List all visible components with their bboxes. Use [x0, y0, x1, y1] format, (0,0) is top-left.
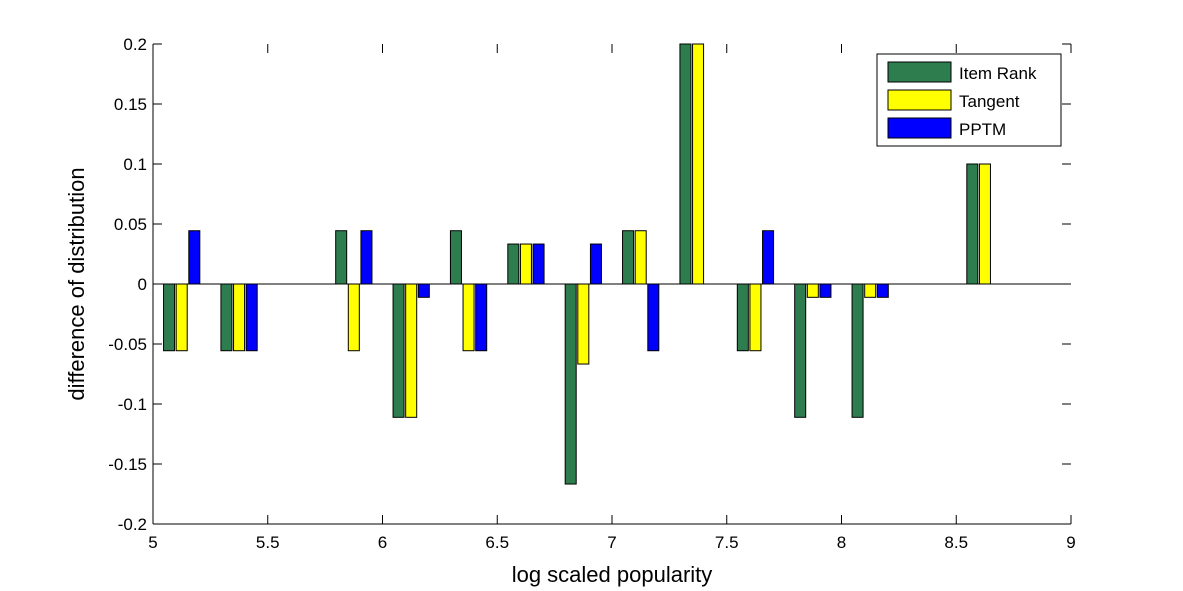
x-axis-title: log scaled popularity [512, 562, 713, 587]
legend-label: PPTM [959, 120, 1006, 139]
y-tick-label: 0 [138, 275, 147, 294]
bar-tangent [978, 163, 991, 285]
bar-item-rank [335, 230, 348, 285]
y-tick-label: -0.15 [108, 455, 147, 474]
bar-tangent [577, 283, 590, 365]
legend-label: Tangent [959, 92, 1020, 111]
bar-item-rank [392, 283, 405, 418]
y-tick-label: 0.2 [123, 35, 147, 54]
bar-pptm [245, 283, 258, 352]
x-tick-label: 7.5 [715, 533, 739, 552]
bar-pptm [417, 283, 430, 298]
y-tick-label: 0.15 [114, 95, 147, 114]
x-tick-label: 6 [378, 533, 387, 552]
bar-tangent [405, 283, 418, 418]
bar-item-rank [449, 230, 462, 285]
bar-item-rank [163, 283, 176, 352]
bar-item-rank [966, 163, 979, 285]
bar-item-rank [794, 283, 807, 418]
bar-tangent [462, 283, 475, 352]
bar-tangent [233, 283, 246, 352]
x-ticks-group: 5 5.5 6 6.5 7 7.5 8 8.5 9 [148, 44, 1076, 552]
x-tick-label: 8.5 [944, 533, 968, 552]
bar-pptm [475, 283, 488, 352]
legend-label: Item Rank [959, 64, 1037, 83]
bar-pptm [589, 243, 602, 285]
legend: Item Rank Tangent PPTM [876, 53, 1062, 147]
bar-tangent [692, 43, 705, 285]
bar-item-rank [736, 283, 749, 352]
bar-tangent [864, 283, 877, 298]
legend-swatch [887, 117, 952, 139]
y-tick-label: -0.2 [118, 515, 147, 534]
bar-pptm [762, 230, 775, 285]
bar-tangent [347, 283, 360, 352]
bar-pptm [360, 230, 373, 285]
y-tick-label: 0.1 [123, 155, 147, 174]
bar-pptm [876, 283, 889, 298]
bar-pptm [647, 283, 660, 352]
bar-item-rank [679, 43, 692, 285]
bar-item-rank [220, 283, 233, 352]
legend-swatch [887, 61, 952, 83]
bar-pptm [819, 283, 832, 298]
legend-swatch [887, 89, 952, 111]
bar-tangent [175, 283, 188, 352]
bar-tangent [806, 283, 819, 298]
bar-item-rank [851, 283, 864, 418]
bar-tangent [634, 230, 647, 285]
bar-tangent [519, 243, 532, 285]
bar-tangent [749, 283, 762, 352]
x-tick-label: 5.5 [256, 533, 280, 552]
x-tick-label: 5 [148, 533, 157, 552]
y-tick-label: 0.05 [114, 215, 147, 234]
x-tick-label: 6.5 [485, 533, 509, 552]
y-axis-title: difference of distribution [64, 167, 89, 400]
y-ticks-group: -0.2 -0.15 -0.1 -0.05 0 0.05 0.1 0.15 0.2 [108, 35, 1071, 534]
bar-item-rank [564, 283, 577, 485]
x-tick-label: 8 [837, 533, 846, 552]
x-tick-label: 7 [607, 533, 616, 552]
bar-item-rank [622, 230, 635, 285]
bar-pptm [532, 243, 545, 285]
y-tick-label: -0.1 [118, 395, 147, 414]
x-tick-label: 9 [1066, 533, 1075, 552]
bar-item-rank [507, 243, 520, 285]
y-tick-label: -0.05 [108, 335, 147, 354]
bar-pptm [188, 230, 201, 285]
